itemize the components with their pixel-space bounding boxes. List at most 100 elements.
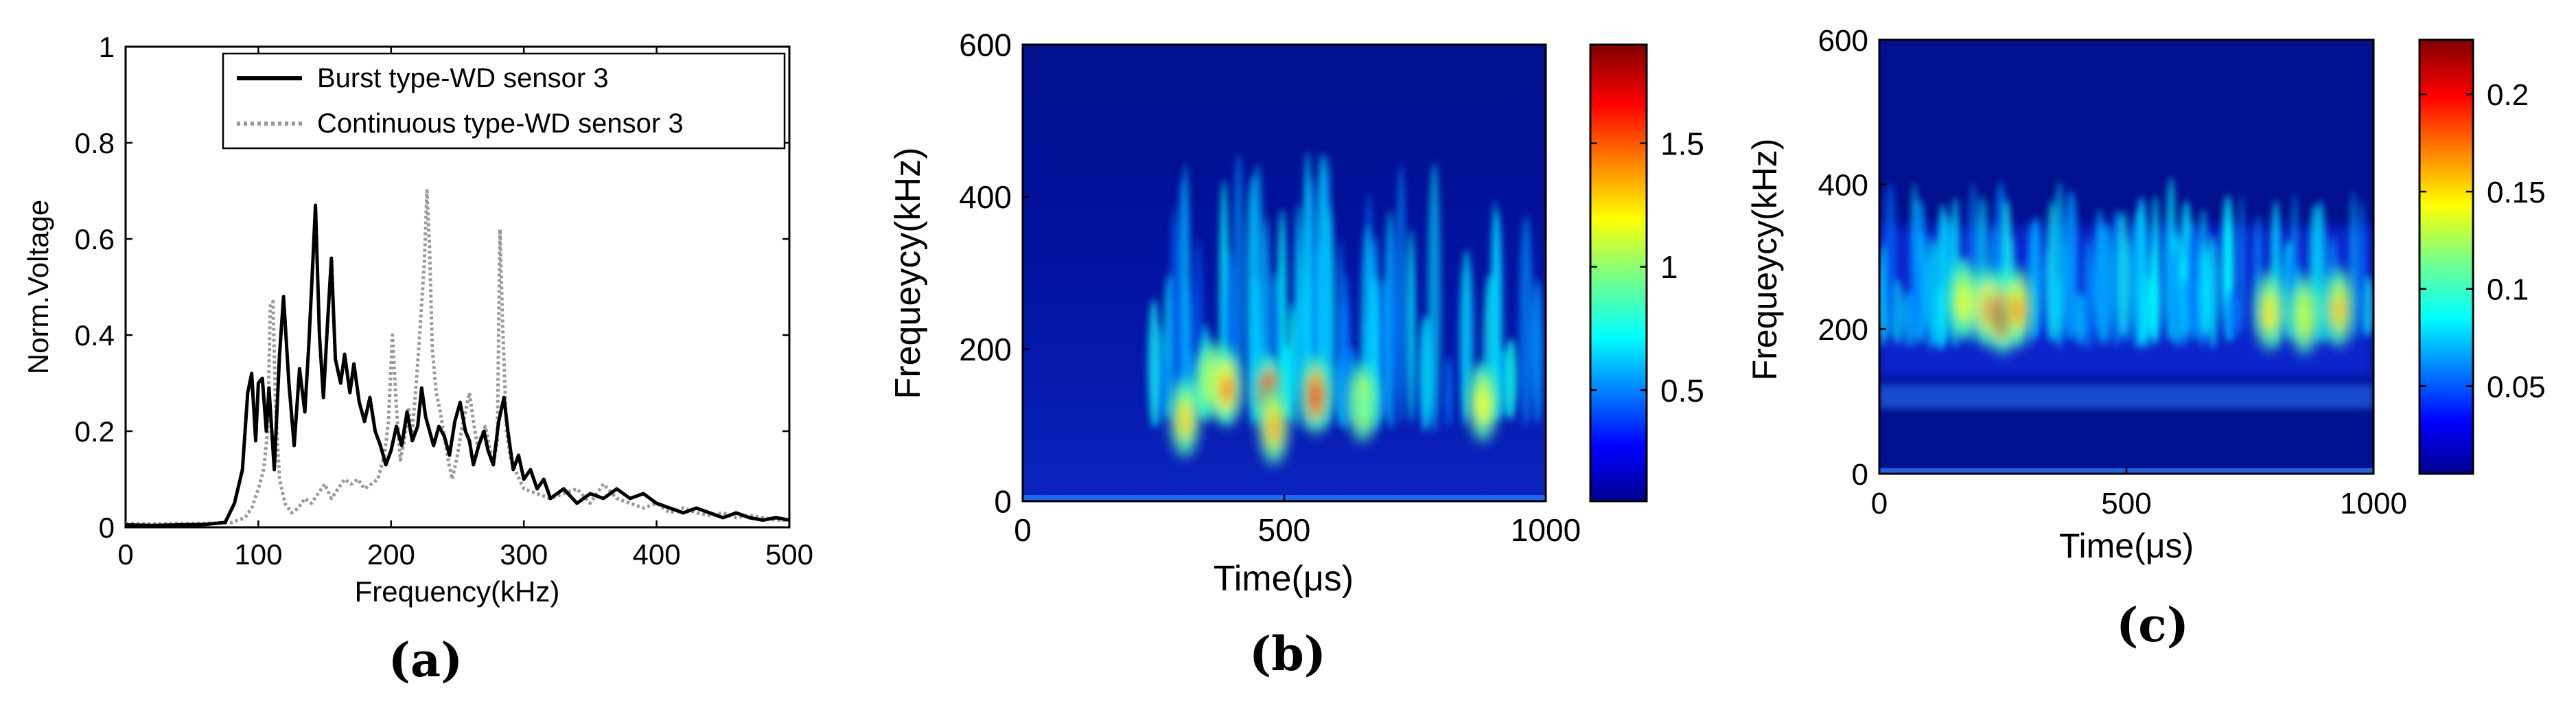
y-tick-label-a: 0.4 (75, 319, 115, 352)
series-line-burst (125, 203, 790, 527)
x-tick-label: 1000 (1511, 512, 1581, 548)
low-band-c (1879, 384, 2374, 409)
colorbar-tick-label: 1.5 (1660, 126, 1704, 161)
series-group-a (125, 189, 790, 527)
streak (2131, 210, 2144, 350)
streak (2225, 290, 2239, 341)
hotspot-group-c (1948, 260, 2354, 355)
x-tick-label-a: 300 (500, 538, 548, 571)
spectrogram-panel-b: 0 500 1000 0 200 400 600 0.5 1 1.5 Time(μs) Fre… (888, 27, 1704, 682)
streak (2064, 189, 2078, 342)
streak (1925, 235, 1936, 350)
streak (1428, 162, 1441, 433)
hotspot-core (1357, 389, 1369, 420)
hotspot-core (2012, 295, 2023, 325)
colorbar-tick-label: 0.15 (2487, 176, 2546, 209)
streak (1170, 208, 1179, 427)
y-tick-label: 200 (959, 332, 1012, 367)
colorbar-tick-label: 0.2 (2487, 78, 2529, 112)
streak (1303, 150, 1313, 426)
streak (2197, 208, 2209, 339)
x-axis-label-a: Frequency(kHz) (355, 575, 560, 608)
colorbar-tick-label: 0.5 (1660, 373, 1704, 409)
streak-group-c (1879, 176, 2374, 351)
y-axis-label-a: Norm.Voltage (22, 200, 54, 374)
line-chart-panel-a: 0 100 200 300 400 500 0 0.2 0.4 0.6 0.8 1 Burst ty… (22, 31, 813, 688)
streak (1934, 284, 1948, 351)
streak (1883, 183, 1897, 338)
y-tick-label: 0 (1852, 458, 1868, 492)
streak (2075, 292, 2085, 346)
x-tick-label: 1000 (2340, 487, 2407, 520)
hotspot-core (2264, 299, 2275, 329)
x-tick-label: 500 (1258, 512, 1311, 548)
streak (1505, 338, 1517, 420)
y-tick-label-a: 0.8 (75, 127, 115, 159)
y-tick-label: 400 (959, 179, 1012, 215)
colorbar-ticks-b: 0.5 1 1.5 (1590, 126, 1704, 409)
streak (2148, 240, 2160, 346)
colorbar-tick-label: 0.05 (2487, 370, 2546, 404)
hotspot-core (1310, 382, 1321, 413)
streak (1490, 200, 1499, 424)
streak (1396, 164, 1406, 424)
x-tick-label: 0 (1871, 487, 1888, 520)
y-tick-label-a: 0.2 (75, 415, 115, 448)
colorbar-tick-label: 0.1 (2487, 273, 2529, 307)
x-axis-label-c: Time(μs) (2059, 527, 2194, 565)
streak (1246, 175, 1259, 428)
legend-label-continuous: Continuous type-WD sensor 3 (317, 108, 684, 139)
series-line-continuous (125, 189, 789, 526)
y-tick-label-a: 0 (99, 512, 115, 544)
streak (2093, 208, 2107, 345)
heatmap-field-b (1023, 45, 1546, 501)
hotspot-core (1958, 288, 1969, 319)
streak (2054, 181, 2065, 350)
y-axis-label-b: Frequeycy(kHz) (888, 148, 928, 400)
colorbar-c (2418, 38, 2474, 475)
colorbar-tick-label: 1 (1660, 249, 1678, 285)
hotspot-core (2299, 302, 2310, 333)
hotspot-group-b (1170, 339, 1498, 466)
y-axis-label-c: Frequeycy(kHz) (1745, 139, 1784, 381)
streak (2357, 198, 2367, 339)
y-tick-label: 0 (994, 484, 1012, 520)
y-tick-label-a: 1 (99, 31, 115, 63)
hotspot-core (1221, 374, 1233, 405)
streak (1910, 255, 1921, 337)
x-tick-label-a: 100 (234, 538, 282, 571)
streak (1233, 152, 1244, 420)
x-axis-a: 0 100 200 300 400 500 (117, 47, 813, 571)
streak (1388, 226, 1397, 431)
spectrogram-panel-c: 0 500 1000 0 200 400 600 0.05 0.1 0.15 0.2 Time(… (1745, 24, 2546, 653)
streak (1519, 215, 1533, 427)
streak (1148, 299, 1160, 428)
caption-a: (a) (388, 633, 463, 688)
hotspot-core (1268, 413, 1279, 444)
caption-c: (c) (2116, 598, 2189, 653)
x-axis-c: 0 500 1000 (1871, 467, 2407, 520)
x-axis-label-b: Time(μs) (1214, 559, 1354, 599)
streak (2207, 235, 2219, 349)
x-tick-label-a: 500 (765, 538, 813, 571)
streak (1532, 278, 1543, 425)
streak (1459, 249, 1474, 422)
streak (1904, 290, 1912, 348)
streak (2117, 210, 2130, 338)
x-tick-label-a: 0 (117, 538, 133, 571)
y-tick-label: 200 (1818, 313, 1868, 347)
x-tick-label-a: 400 (633, 538, 681, 571)
y-axis-b: 0 200 400 600 (959, 27, 1030, 520)
y-axis-a: 0 0.2 0.4 0.6 0.8 1 (75, 31, 789, 544)
streak (2179, 277, 2190, 347)
streak (1160, 356, 1168, 420)
streak (1294, 203, 1303, 430)
y-axis-c: 0 200 400 600 (1818, 24, 1886, 492)
colorbar-ticks-c: 0.05 0.1 0.15 0.2 (2420, 78, 2546, 404)
streak (1445, 356, 1453, 428)
x-tick-label: 0 (1014, 512, 1032, 548)
streak (2082, 238, 2094, 350)
y-tick-label: 400 (1818, 169, 1868, 203)
hotspot-core (1477, 389, 1489, 420)
